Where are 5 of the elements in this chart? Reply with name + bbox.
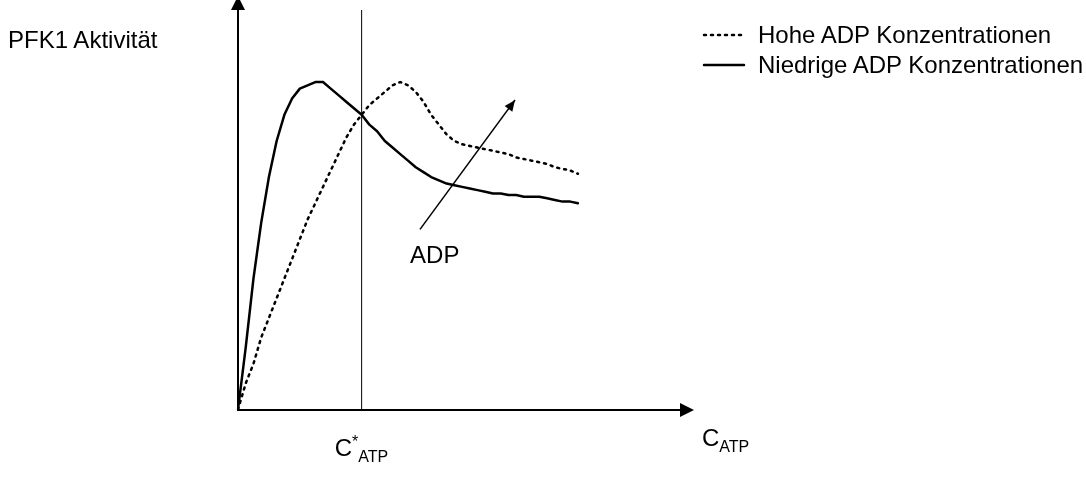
legend-label: Hohe ADP Konzentrationen	[758, 21, 1052, 49]
legend-label: Niedrige ADP Konzentrationen	[758, 51, 1084, 79]
text: C$_{ATP}$	[702, 423, 750, 455]
y-axis-title: PFK1 Aktivität	[8, 26, 158, 53]
annotation: ADP	[410, 241, 460, 269]
